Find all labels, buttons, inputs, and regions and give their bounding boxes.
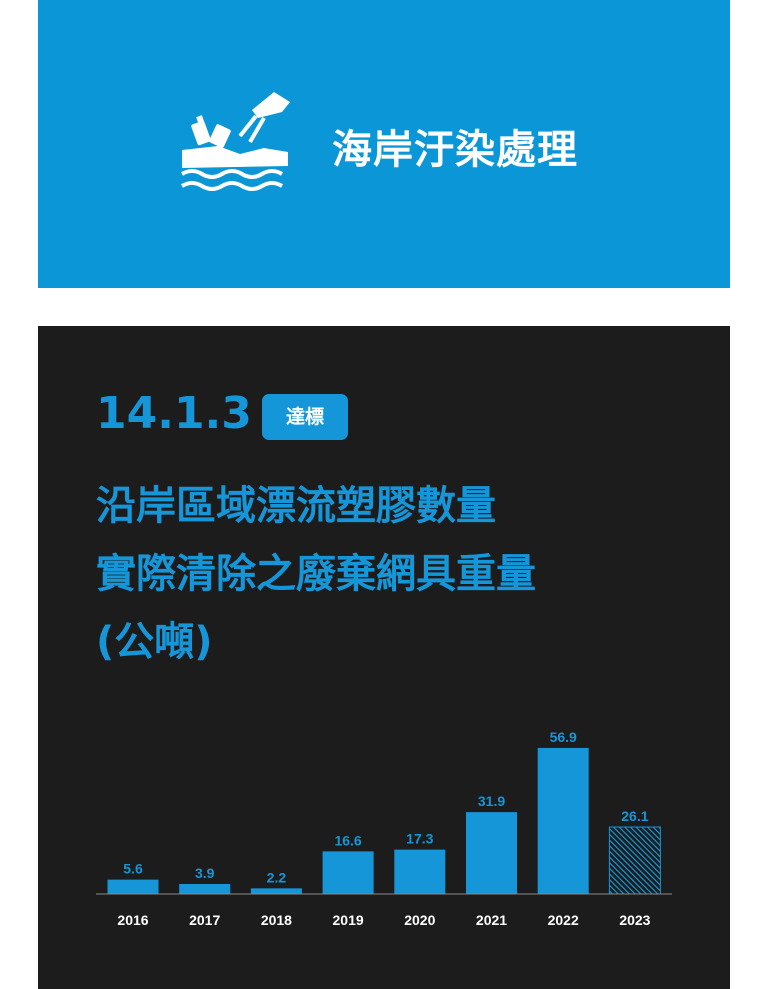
data-label-2022: 56.9	[550, 729, 577, 745]
bar-2021	[466, 812, 517, 894]
x-tick-label-2019: 2019	[333, 912, 364, 928]
metric-title-line-2: 實際清除之廢棄網具重量	[96, 551, 536, 597]
banner-title: 海岸汙染處理	[332, 127, 578, 173]
bar-2016	[107, 879, 159, 894]
bar-2023	[608, 826, 661, 895]
data-label-2018: 2.2	[267, 869, 287, 885]
bar-2022	[537, 747, 589, 894]
x-tick-label-2018: 2018	[261, 912, 292, 928]
data-label-2016: 5.6	[123, 861, 143, 877]
bar-2017	[179, 883, 231, 894]
bar-2020	[394, 849, 446, 894]
header-banner: 海岸汙染處理	[38, 0, 730, 288]
data-label-2021: 31.9	[478, 793, 505, 809]
data-label-2019: 16.6	[334, 832, 361, 848]
metric-title: 沿岸區域漂流塑膠數量 實際清除之廢棄網具重量 (公噸)	[96, 472, 536, 676]
bar-chart: 5.6 2016 3.9 2017 2.2 2018 16.6 2019 17.3 2020 31.…	[96, 729, 672, 928]
x-tick-label-2022: 2022	[548, 912, 579, 928]
data-label-2023: 26.1	[621, 808, 648, 824]
data-label-2017: 3.9	[195, 865, 215, 881]
x-tick-label-2016: 2016	[117, 912, 148, 928]
metric-title-line-1: 沿岸區域漂流塑膠數量	[96, 483, 496, 529]
bar-2019	[322, 851, 374, 894]
x-tick-label-2021: 2021	[476, 912, 507, 928]
beach-cleanup-icon	[180, 92, 290, 191]
status-badge: 達標	[262, 394, 348, 440]
metric-title-line-3: (公噸)	[96, 619, 213, 665]
bar-2018	[250, 888, 302, 894]
data-label-2020: 17.3	[406, 831, 433, 847]
indicator-code: 14.1.3	[96, 388, 252, 439]
x-tick-label-2023: 2023	[619, 912, 650, 928]
x-tick-label-2017: 2017	[189, 912, 220, 928]
x-tick-label-2020: 2020	[404, 912, 435, 928]
indicator-panel: 14.1.3 達標 沿岸區域漂流塑膠數量 實際清除之廢棄網具重量 (公噸) 5.…	[38, 326, 730, 989]
